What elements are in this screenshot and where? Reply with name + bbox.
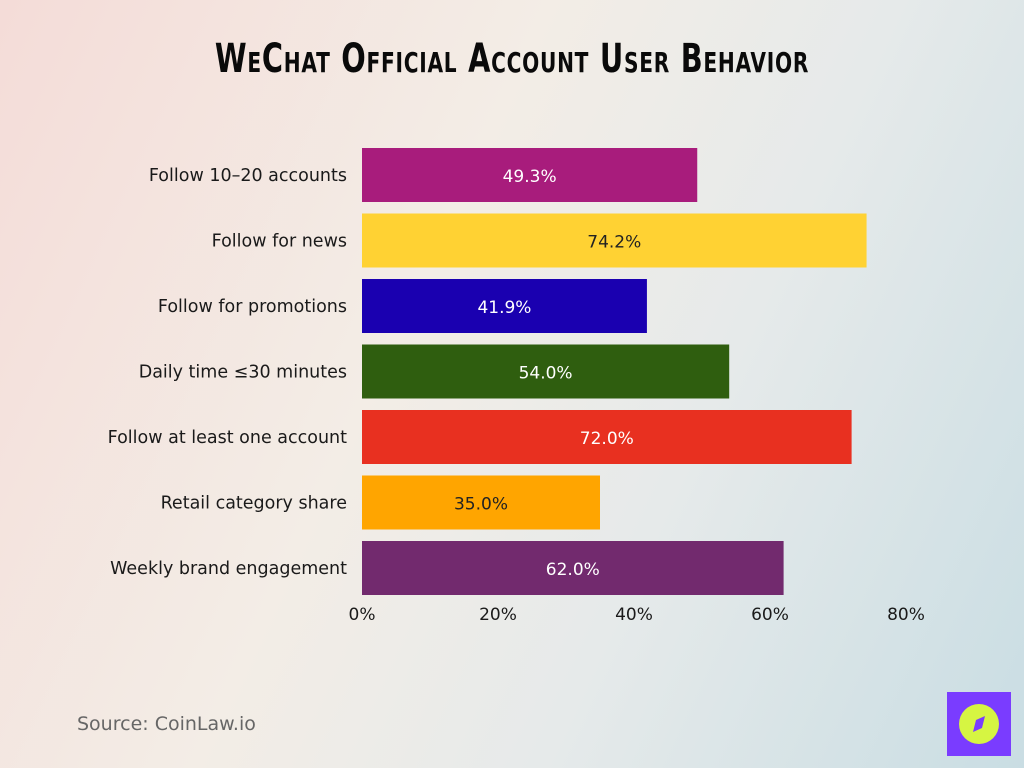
- category-label: Follow at least one account: [108, 428, 347, 448]
- data-label: 41.9%: [477, 298, 531, 318]
- chart-title: WeChat Official Account User Behavior: [214, 36, 810, 82]
- data-label: 49.3%: [503, 167, 557, 187]
- source-text: Source: CoinLaw.io: [77, 713, 256, 735]
- category-label: Follow for promotions: [158, 297, 347, 317]
- bar: [362, 148, 698, 202]
- category-label: Daily time ≤30 minutes: [139, 363, 347, 383]
- bar: [362, 344, 730, 399]
- bar: [362, 279, 647, 333]
- category-label: Weekly brand engagement: [110, 559, 347, 579]
- data-label: 72.0%: [580, 429, 634, 449]
- bar: [362, 213, 867, 268]
- category-label: Follow 10–20 accounts: [149, 166, 347, 186]
- x-tick-label: 20%: [479, 605, 517, 625]
- data-label: 74.2%: [587, 233, 641, 253]
- x-tick-label: 0%: [349, 605, 376, 625]
- data-label: 54.0%: [519, 364, 573, 384]
- bar: [362, 475, 600, 530]
- bar: [362, 541, 784, 595]
- x-tick-label: 60%: [751, 605, 789, 625]
- logo: [947, 692, 1011, 756]
- x-tick-label: 80%: [887, 605, 925, 625]
- data-label: 62.0%: [546, 560, 600, 580]
- data-label: 35.0%: [454, 495, 508, 515]
- x-tick-label: 40%: [615, 605, 653, 625]
- category-label: Retail category share: [161, 494, 347, 514]
- category-label: Follow for news: [212, 232, 347, 252]
- bar: [362, 410, 852, 464]
- compass-icon: [959, 704, 999, 744]
